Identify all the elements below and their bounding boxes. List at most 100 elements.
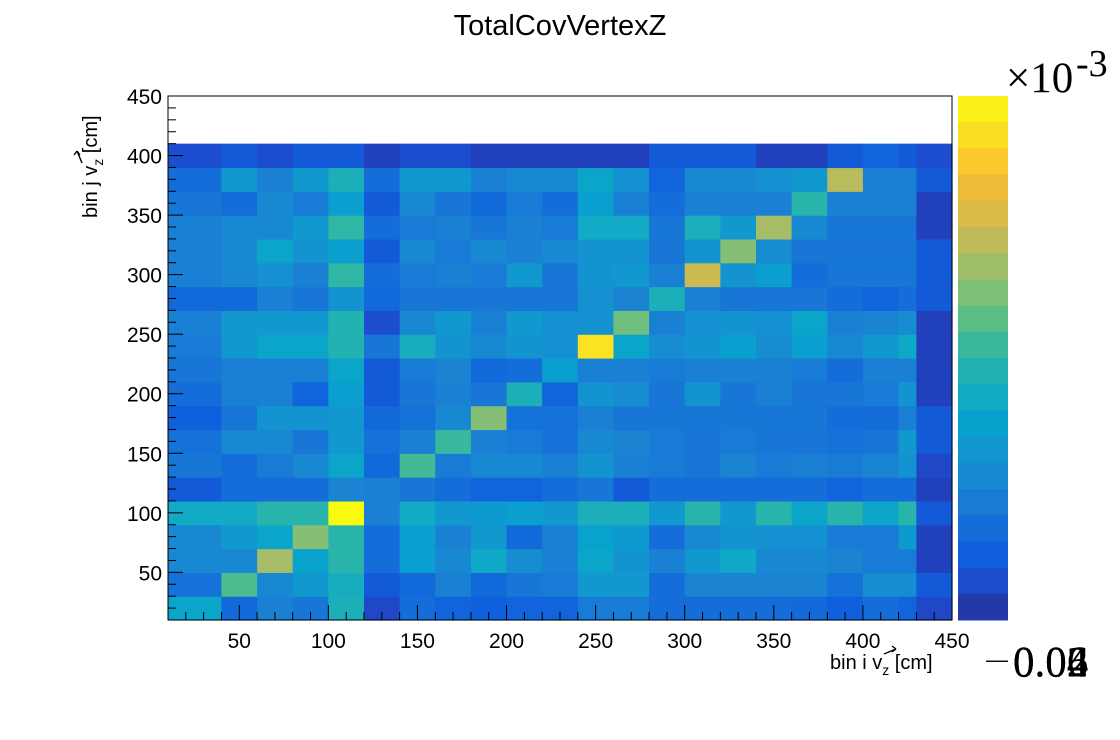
heatmap-cell (168, 548, 223, 573)
heatmap-cell (916, 524, 953, 550)
heatmap-cell (577, 262, 615, 288)
heatmap-cell (577, 310, 615, 335)
heatmap-cell (221, 262, 258, 288)
heatmap-cell (684, 238, 721, 264)
heatmap-cell (827, 238, 864, 264)
heatmap-cell (791, 500, 828, 526)
heatmap-cell (168, 405, 223, 431)
heatmap-cell (328, 334, 365, 359)
heatmap-cell (862, 405, 900, 431)
heatmap-cell (257, 453, 294, 478)
palette-swatch (958, 515, 1008, 542)
heatmap-cell (791, 334, 828, 359)
heatmap-cell (898, 358, 917, 383)
heatmap-cell (399, 143, 436, 169)
heatmap-cell (577, 572, 615, 597)
heatmap-cell (399, 524, 436, 550)
heatmap-cell (684, 429, 721, 454)
heatmap-cell (328, 143, 365, 169)
heatmap-cell (221, 548, 258, 573)
heatmap-cell (862, 381, 900, 407)
y-axis-title-text: bin j vz [cm] (80, 115, 106, 218)
heatmap-cell (613, 238, 650, 264)
heatmap-cell (916, 238, 953, 264)
heatmap-cell (399, 167, 436, 192)
heatmap-cell (898, 429, 917, 454)
heatmap-cell (649, 572, 686, 597)
heatmap-cell (791, 238, 828, 264)
heatmap-cell (613, 286, 650, 311)
heatmap-cell (649, 429, 686, 454)
heatmap-cell (649, 238, 686, 264)
heatmap-cell (791, 262, 828, 288)
x-axis-title: bin i vz [cm] (830, 645, 933, 678)
heatmap-cell (577, 453, 615, 478)
z-tick-label: 0.04 (1013, 639, 1088, 686)
heatmap-cell (720, 381, 757, 407)
heatmap-cell (292, 358, 329, 383)
heatmap-cell (756, 500, 793, 526)
heatmap-cell (221, 500, 258, 526)
heatmap-cell (221, 453, 258, 478)
x-tick-label: 250 (578, 630, 613, 653)
heatmap-cell (916, 453, 953, 478)
heatmap-cell (221, 477, 258, 502)
heatmap-cell (862, 429, 900, 454)
heatmap-cell (720, 500, 757, 526)
heatmap-cell (470, 453, 508, 478)
heatmap-cell (506, 167, 543, 192)
heatmap-cell (257, 500, 294, 526)
heatmap-cell (720, 358, 757, 383)
heatmap-cell (791, 572, 828, 597)
heatmap-cell (613, 191, 650, 216)
heatmap-cell (221, 381, 258, 407)
heatmap-cell (470, 143, 508, 169)
heatmap-cell (399, 238, 436, 264)
palette-swatch (958, 148, 1008, 176)
heatmap-cell (542, 143, 579, 169)
heatmap-cell (257, 215, 294, 240)
heatmap-cell (399, 381, 436, 407)
heatmap-cell (435, 143, 472, 169)
heatmap-cell (506, 191, 543, 216)
heatmap-cell (292, 572, 329, 597)
heatmap-cell (756, 334, 793, 359)
heatmap-cell (221, 524, 258, 550)
heatmap-cell (364, 191, 401, 216)
y-axis: 50 100 150 200 250 300 350 400 450 (127, 86, 183, 621)
heatmap-cell (435, 548, 472, 573)
heatmap-cell (364, 429, 401, 454)
heatmap-cell (791, 167, 828, 192)
heatmap-cell (756, 191, 793, 216)
heatmap-cell (435, 381, 472, 407)
heatmap-cell (649, 143, 686, 169)
heatmap-cell (470, 191, 508, 216)
heatmap-cell (470, 572, 508, 597)
heatmap-cell (435, 358, 472, 383)
heatmap-cell (506, 429, 543, 454)
heatmap-cell (916, 167, 953, 192)
heatmap-cell (328, 405, 365, 431)
heatmap-cell (756, 167, 793, 192)
heatmap-cell (898, 167, 917, 192)
heatmap-cell (257, 524, 294, 550)
heatmap-cell (684, 215, 721, 240)
y-tick-label: 100 (127, 503, 162, 526)
heatmap-cell (862, 167, 900, 192)
heatmap-cell (791, 358, 828, 383)
color-palette (958, 96, 1008, 621)
heatmap-cell (827, 286, 864, 311)
palette-swatch (958, 384, 1008, 411)
heatmap-cell (649, 358, 686, 383)
heatmap-cell (506, 358, 543, 383)
heatmap-cell (506, 500, 543, 526)
heatmap-cell (791, 548, 828, 573)
heatmap-cell (862, 143, 900, 169)
heatmap-cell (292, 524, 329, 550)
heatmap-cell (649, 310, 686, 335)
heatmap-cell (898, 548, 917, 573)
heatmap-cell (862, 286, 900, 311)
heatmap-cell (577, 215, 615, 240)
heatmap-cell (756, 453, 793, 478)
